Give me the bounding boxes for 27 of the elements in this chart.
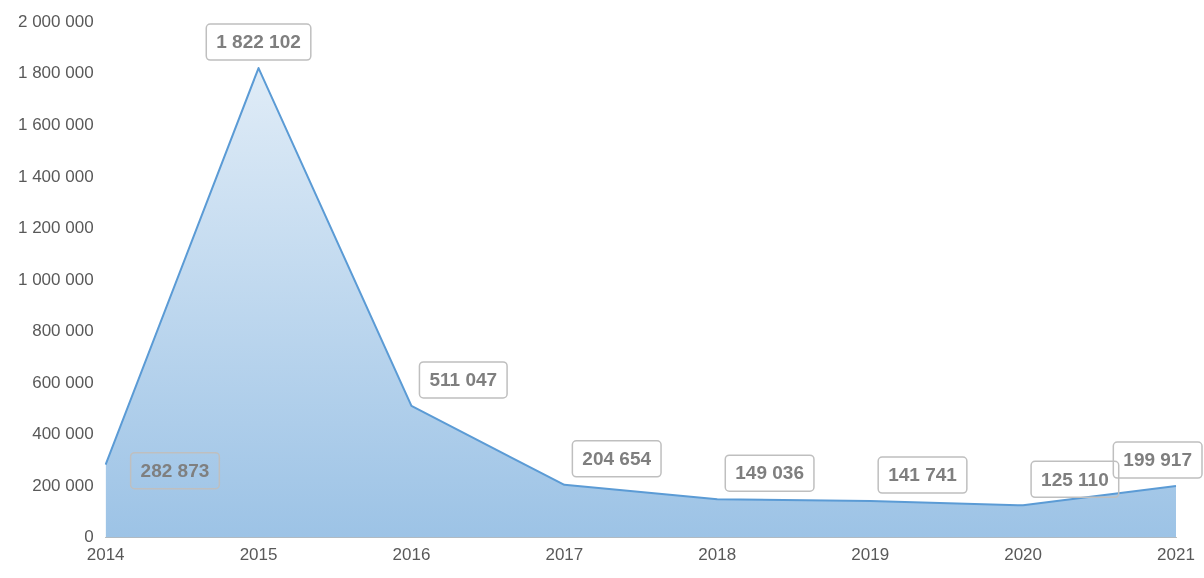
data-label: 204 654 (582, 448, 652, 470)
y-tick-label: 200 000 (32, 475, 94, 495)
x-tick-label: 2020 (1004, 545, 1042, 565)
x-tick-label: 2015 (239, 545, 278, 565)
data-label: 511 047 (429, 369, 498, 391)
x-tick-label: 2019 (851, 545, 890, 565)
y-tick-label: 600 000 (32, 372, 94, 392)
y-tick-label: 2 000 000 (17, 11, 94, 31)
y-tick-label: 1 600 000 (17, 114, 94, 134)
y-tick-label: 0 (84, 527, 94, 547)
x-tick-label: 2018 (698, 545, 737, 565)
data-label: 149 036 (735, 462, 804, 484)
data-label: 1 822 102 (216, 31, 301, 53)
y-tick-label: 1 400 000 (17, 166, 94, 186)
x-tick-label: 2021 (1157, 545, 1195, 565)
data-label: 141 741 (888, 464, 958, 486)
data-label: 125 110 (1041, 468, 1109, 490)
x-tick-label: 2014 (86, 545, 125, 565)
x-tick-label: 2016 (392, 545, 431, 565)
y-tick-label: 800 000 (32, 321, 94, 341)
y-tick-label: 1 200 000 (17, 218, 94, 238)
y-tick-label: 400 000 (32, 424, 94, 444)
y-tick-label: 1 800 000 (17, 63, 94, 83)
data-label: 282 873 (140, 459, 210, 481)
data-label: 199 917 (1123, 449, 1192, 471)
x-tick-label: 2017 (545, 545, 584, 565)
y-tick-label: 1 000 000 (17, 269, 94, 289)
